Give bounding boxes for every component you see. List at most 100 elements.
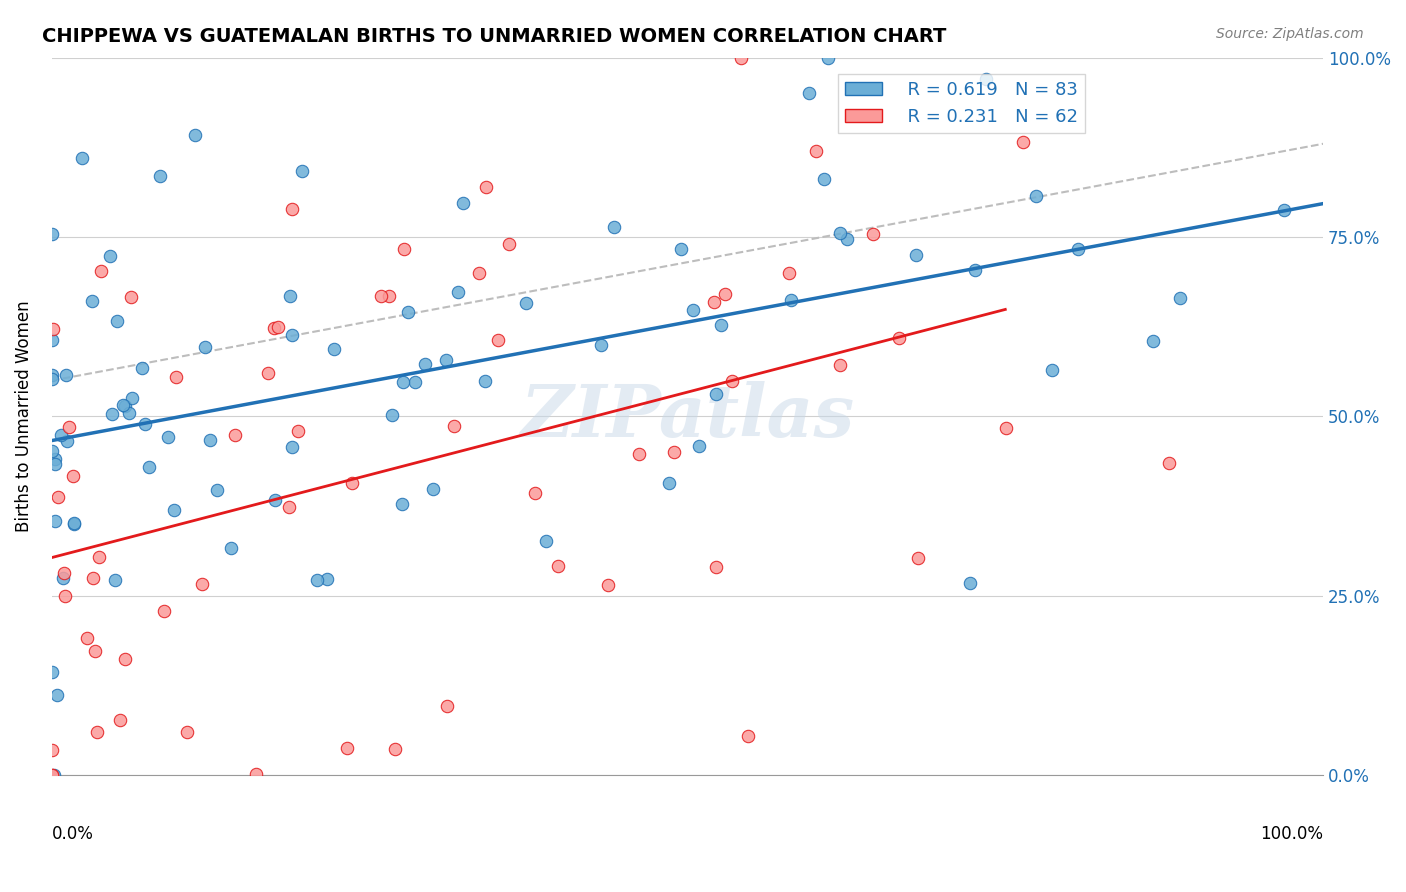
Chippewa	[396, 304, 419, 318]
Chippewa	[280, 289, 302, 303]
Guatemalans	[191, 577, 214, 591]
Guatemalans	[90, 264, 112, 278]
Guatemalans	[342, 476, 364, 491]
Guatemalans	[662, 444, 685, 458]
Text: Source: ZipAtlas.com: Source: ZipAtlas.com	[1216, 27, 1364, 41]
Chippewa	[404, 376, 426, 390]
Chippewa	[1168, 291, 1191, 305]
Chippewa	[44, 452, 66, 467]
Guatemalans	[704, 560, 727, 574]
Chippewa	[1142, 334, 1164, 348]
Chippewa	[669, 242, 692, 256]
Guatemalans	[468, 267, 491, 281]
Guatemalans	[83, 643, 105, 657]
Guatemalans	[41, 743, 63, 757]
Guatemalans	[82, 571, 104, 585]
Guatemalans	[713, 286, 735, 301]
Chippewa	[80, 293, 103, 308]
Guatemalans	[778, 266, 800, 280]
Guatemalans	[114, 651, 136, 665]
Chippewa	[41, 368, 63, 382]
Guatemalans	[703, 295, 725, 310]
Chippewa	[111, 398, 134, 412]
Chippewa	[704, 387, 727, 401]
Chippewa	[1025, 188, 1047, 202]
Chippewa	[70, 152, 93, 166]
Chippewa	[830, 226, 852, 240]
Chippewa	[104, 573, 127, 587]
Guatemalans	[1159, 456, 1181, 470]
Guatemalans	[86, 725, 108, 739]
Guatemalans	[176, 724, 198, 739]
Guatemalans	[277, 500, 299, 515]
Chippewa	[813, 171, 835, 186]
Guatemalans	[443, 419, 465, 434]
Chippewa	[63, 517, 86, 532]
Guatemalans	[263, 321, 285, 335]
Chippewa	[114, 399, 136, 413]
Chippewa	[51, 428, 73, 442]
Chippewa	[198, 433, 221, 447]
Chippewa	[451, 195, 474, 210]
Guatemalans	[46, 491, 69, 505]
Guatemalans	[378, 289, 401, 303]
Guatemalans	[730, 51, 752, 65]
Guatemalans	[53, 566, 76, 581]
Chippewa	[44, 514, 66, 528]
Chippewa	[780, 293, 803, 308]
Chippewa	[134, 417, 156, 431]
Chippewa	[46, 689, 69, 703]
Chippewa	[904, 248, 927, 262]
Chippewa	[1066, 243, 1088, 257]
Chippewa	[974, 72, 997, 87]
Chippewa	[658, 475, 681, 490]
Legend:   R = 0.619   N = 83,   R = 0.231   N = 62: R = 0.619 N = 83, R = 0.231 N = 62	[838, 74, 1085, 134]
Guatemalans	[907, 550, 929, 565]
Chippewa	[965, 263, 987, 277]
Chippewa	[117, 406, 139, 420]
Guatemalans	[1011, 135, 1033, 149]
Guatemalans	[53, 589, 76, 603]
Chippewa	[131, 360, 153, 375]
Chippewa	[194, 340, 217, 354]
Guatemalans	[165, 370, 187, 384]
Chippewa	[44, 457, 66, 471]
Chippewa	[1272, 202, 1295, 217]
Guatemalans	[89, 550, 111, 565]
Chippewa	[392, 375, 415, 389]
Chippewa	[291, 164, 314, 178]
Chippewa	[219, 541, 242, 555]
Chippewa	[447, 285, 470, 300]
Chippewa	[682, 303, 704, 318]
Y-axis label: Births to Unmarried Women: Births to Unmarried Women	[15, 301, 32, 533]
Chippewa	[281, 327, 304, 342]
Chippewa	[41, 444, 63, 458]
Chippewa	[422, 482, 444, 496]
Chippewa	[149, 169, 172, 184]
Chippewa	[41, 227, 63, 241]
Guatemalans	[62, 468, 84, 483]
Chippewa	[101, 407, 124, 421]
Chippewa	[41, 372, 63, 386]
Guatemalans	[108, 714, 131, 728]
Chippewa	[184, 128, 207, 143]
Guatemalans	[804, 145, 827, 159]
Guatemalans	[336, 741, 359, 756]
Chippewa	[98, 249, 121, 263]
Guatemalans	[76, 631, 98, 645]
Guatemalans	[547, 559, 569, 574]
Guatemalans	[245, 767, 267, 781]
Guatemalans	[370, 289, 392, 303]
Guatemalans	[120, 290, 142, 304]
Chippewa	[41, 333, 63, 347]
Chippewa	[42, 768, 65, 782]
Chippewa	[688, 439, 710, 453]
Guatemalans	[41, 768, 63, 782]
Chippewa	[710, 318, 733, 333]
Guatemalans	[153, 604, 176, 618]
Chippewa	[55, 434, 77, 448]
Chippewa	[959, 576, 981, 591]
Chippewa	[41, 665, 63, 679]
Chippewa	[205, 483, 228, 498]
Chippewa	[534, 534, 557, 549]
